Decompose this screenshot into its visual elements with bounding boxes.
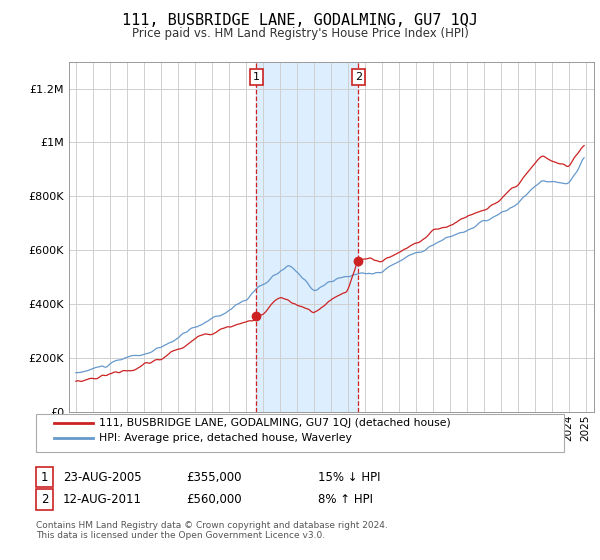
Text: This data is licensed under the Open Government Licence v3.0.: This data is licensed under the Open Gov… [36, 531, 325, 540]
Text: 111, BUSBRIDGE LANE, GODALMING, GU7 1QJ: 111, BUSBRIDGE LANE, GODALMING, GU7 1QJ [122, 13, 478, 29]
Text: HPI: Average price, detached house, Waverley: HPI: Average price, detached house, Wave… [99, 433, 352, 443]
Text: £560,000: £560,000 [186, 493, 242, 506]
Text: 15% ↓ HPI: 15% ↓ HPI [318, 470, 380, 484]
Text: Price paid vs. HM Land Registry's House Price Index (HPI): Price paid vs. HM Land Registry's House … [131, 27, 469, 40]
Text: 111, BUSBRIDGE LANE, GODALMING, GU7 1QJ (detached house): 111, BUSBRIDGE LANE, GODALMING, GU7 1QJ … [99, 418, 451, 428]
Text: 1: 1 [41, 470, 48, 484]
Text: £355,000: £355,000 [186, 470, 241, 484]
Text: 2: 2 [41, 493, 48, 506]
Text: 1: 1 [253, 72, 260, 82]
Text: 8% ↑ HPI: 8% ↑ HPI [318, 493, 373, 506]
Text: Contains HM Land Registry data © Crown copyright and database right 2024.: Contains HM Land Registry data © Crown c… [36, 521, 388, 530]
Text: 2: 2 [355, 72, 362, 82]
Bar [256, 62, 358, 412]
Text: 12-AUG-2011: 12-AUG-2011 [63, 493, 142, 506]
Text: 23-AUG-2005: 23-AUG-2005 [63, 470, 142, 484]
